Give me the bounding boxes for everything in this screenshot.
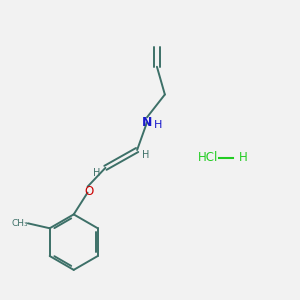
Text: HCl: HCl: [198, 152, 218, 164]
Text: H: H: [154, 120, 162, 130]
Text: H: H: [93, 168, 100, 178]
Text: N: N: [142, 116, 152, 129]
Text: O: O: [84, 185, 93, 198]
Text: CH₃: CH₃: [12, 219, 28, 228]
Text: H: H: [239, 152, 248, 164]
Text: H: H: [142, 150, 150, 160]
